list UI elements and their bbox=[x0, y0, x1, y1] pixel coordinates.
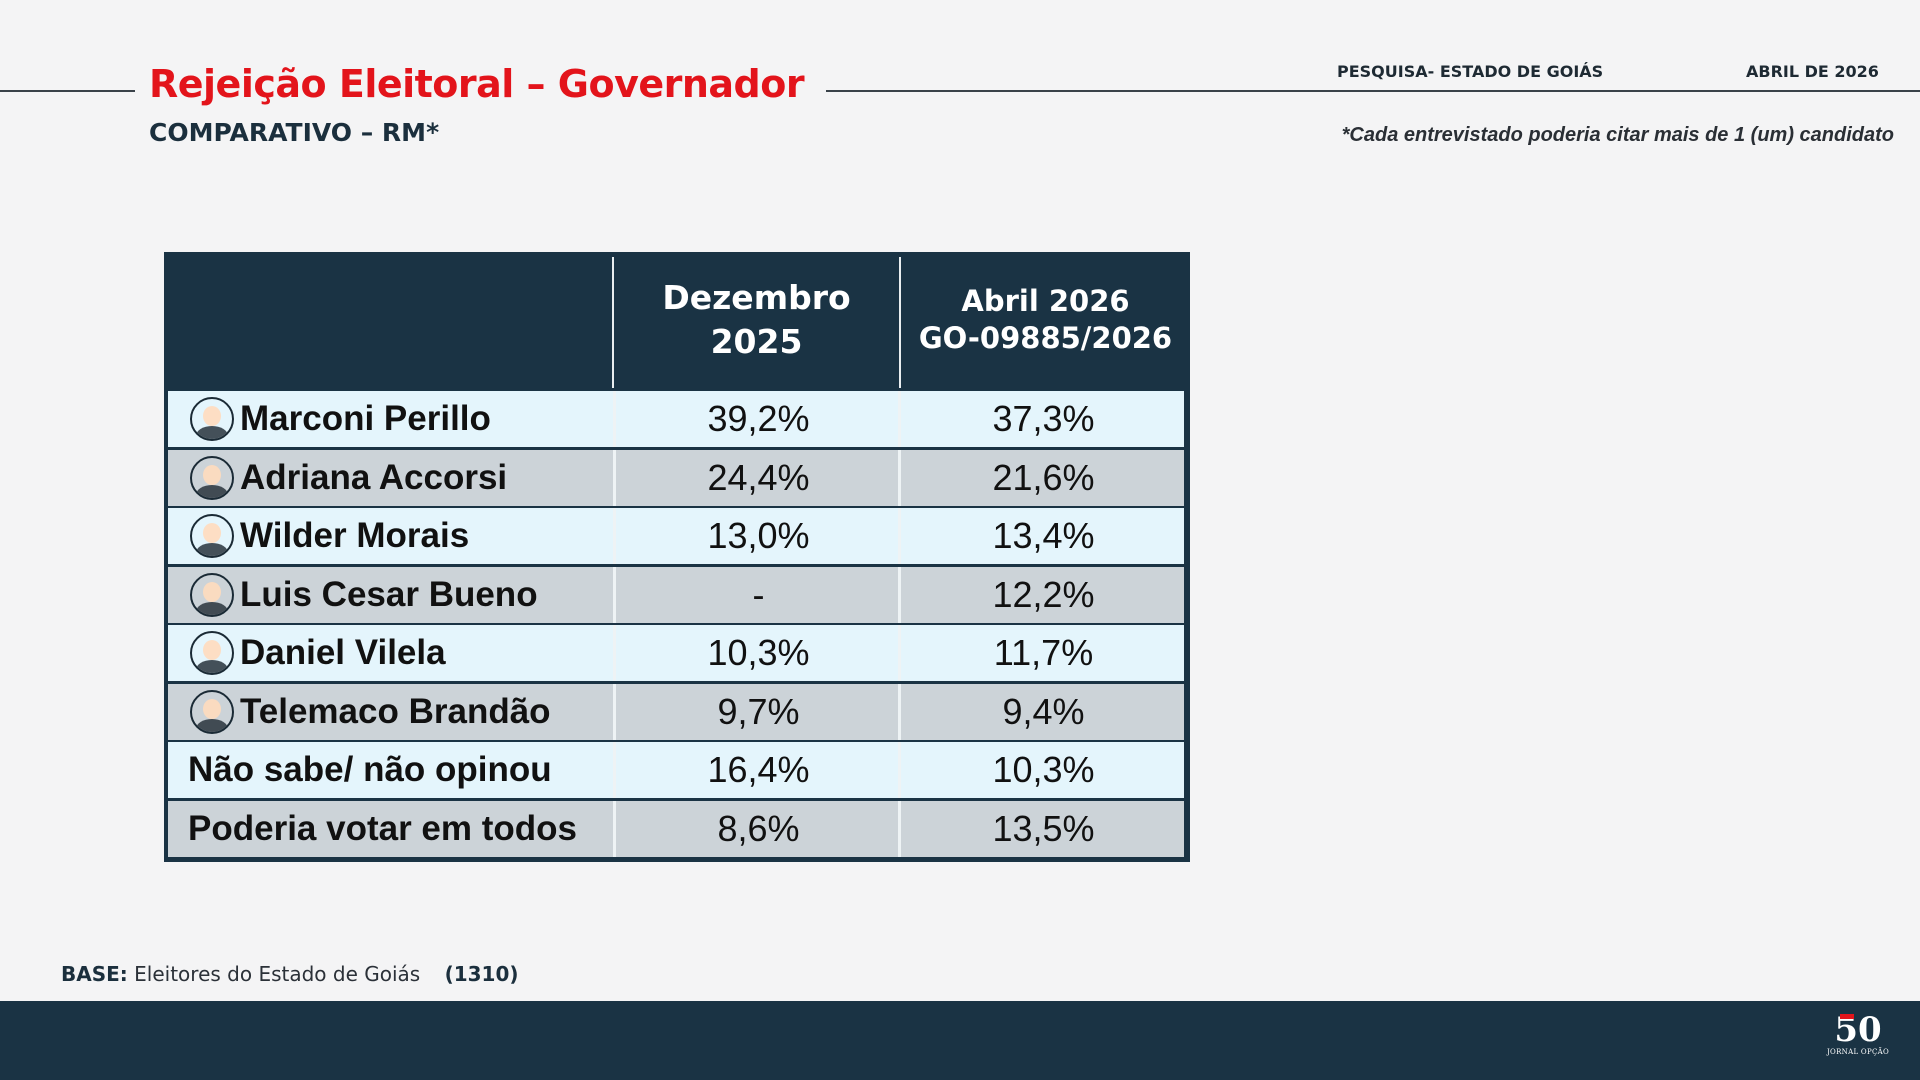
value-abr-2026: 11,7% bbox=[993, 632, 1094, 673]
value-dez-2025: 13,0% bbox=[707, 515, 810, 556]
column-divider bbox=[898, 625, 901, 681]
page-subtitle: COMPARATIVO – RM* bbox=[149, 118, 440, 147]
table-header: Dezembro 2025 Abril 2026 GO-09885/2026 bbox=[164, 252, 1190, 388]
header-rule-right bbox=[826, 90, 1920, 92]
value-abr-2026: 10,3% bbox=[992, 749, 1095, 790]
column-header-line: Abril 2026 bbox=[961, 284, 1130, 318]
row-label: Adriana Accorsi bbox=[240, 457, 508, 497]
column-header-line: GO-09885/2026 bbox=[918, 321, 1173, 355]
column-divider bbox=[898, 449, 901, 506]
row-label: Luis Cesar Bueno bbox=[240, 574, 538, 614]
column-divider bbox=[898, 391, 901, 447]
value-dez-2025: 9,7% bbox=[717, 690, 800, 732]
column-divider bbox=[613, 742, 616, 798]
base-label: BASE: bbox=[61, 962, 128, 986]
row-label: Wilder Morais bbox=[240, 516, 470, 555]
column-divider bbox=[898, 683, 901, 740]
column-divider bbox=[898, 800, 901, 857]
table-row: Poderia votar em todos 8,6% 13,5% bbox=[168, 800, 1184, 857]
row-label-cell: Wilder Morais bbox=[168, 508, 613, 564]
date-label: ABRIL DE 2026 bbox=[1746, 62, 1879, 81]
header-divider bbox=[612, 257, 614, 388]
column-divider bbox=[613, 625, 616, 681]
candidate-photo-icon bbox=[190, 514, 234, 558]
row-label: Marconi Perillo bbox=[240, 399, 491, 438]
row-label-cell: Daniel Vilela bbox=[168, 625, 613, 681]
column-divider bbox=[613, 449, 616, 506]
table-row: Adriana Accorsi 24,4% 21,6% bbox=[168, 449, 1184, 506]
table-row: Wilder Morais 13,0% 13,4% bbox=[168, 508, 1184, 564]
value-dez-2025: - bbox=[752, 573, 765, 615]
table-row: Luis Cesar Bueno - 12,2% bbox=[168, 566, 1184, 623]
value-abr-2026: 13,4% bbox=[992, 515, 1095, 556]
table-row: Marconi Perillo 39,2% 37,3% bbox=[168, 391, 1184, 447]
row-label-cell: Marconi Perillo bbox=[168, 391, 613, 447]
table-row: Daniel Vilela 10,3% 11,7% bbox=[168, 625, 1184, 681]
candidate-photo-icon bbox=[190, 397, 234, 441]
value-abr-2026: 37,3% bbox=[992, 398, 1095, 439]
candidate-photo-icon bbox=[190, 572, 234, 617]
value-abr-2026: 9,4% bbox=[1002, 690, 1085, 732]
row-label-cell: Não sabe/ não opinou bbox=[168, 742, 613, 798]
value-dez-2025: 8,6% bbox=[717, 807, 800, 849]
survey-label: PESQUISA- ESTADO DE GOIÁS bbox=[1337, 62, 1604, 81]
value-dez-2025: 24,4% bbox=[707, 456, 810, 498]
column-divider bbox=[898, 566, 901, 623]
value-dez-2025: 10,3% bbox=[707, 632, 810, 673]
jornal-opcao-logo: 50 JORNAL OPÇÃO bbox=[1826, 1012, 1890, 1068]
logo-number: 50 bbox=[1826, 1012, 1890, 1048]
table-row: Não sabe/ não opinou 16,4% 10,3% bbox=[168, 742, 1184, 798]
row-label: Não sabe/ não opinou bbox=[188, 750, 552, 789]
base-sample-size: (1310) bbox=[444, 962, 519, 986]
column-header-line: Dezembro bbox=[662, 278, 851, 317]
header-divider bbox=[899, 257, 901, 388]
row-label-cell: Adriana Accorsi bbox=[168, 450, 613, 506]
value-dez-2025: 39,2% bbox=[707, 398, 810, 439]
page-title: Rejeição Eleitoral – Governador bbox=[149, 62, 805, 106]
footer-bar bbox=[0, 1001, 1920, 1080]
row-label: Poderia votar em todos bbox=[188, 808, 577, 848]
column-divider bbox=[613, 508, 616, 564]
value-dez-2025: 16,4% bbox=[707, 749, 810, 790]
column-divider bbox=[613, 566, 616, 623]
header-rule-left bbox=[0, 90, 135, 92]
candidate-photo-icon bbox=[190, 631, 234, 675]
footnote: *Cada entrevistado poderia citar mais de… bbox=[1341, 124, 1894, 146]
column-divider bbox=[898, 742, 901, 798]
row-label-cell: Telemaco Brandão bbox=[168, 684, 613, 740]
column-divider bbox=[613, 683, 616, 740]
value-abr-2026: 13,5% bbox=[992, 807, 1095, 849]
row-label-cell: Luis Cesar Bueno bbox=[168, 567, 613, 623]
value-abr-2026: 21,6% bbox=[992, 456, 1095, 498]
column-header-dez-2025: Dezembro 2025 bbox=[614, 252, 899, 388]
row-label-cell: Poderia votar em todos bbox=[168, 801, 613, 857]
comparison-table: Dezembro 2025 Abril 2026 GO-09885/2026 Mar… bbox=[164, 252, 1190, 862]
column-divider bbox=[898, 508, 901, 564]
column-header-abr-2026: Abril 2026 GO-09885/2026 bbox=[901, 252, 1190, 388]
row-label: Telemaco Brandão bbox=[240, 691, 551, 731]
column-header-line: 2025 bbox=[710, 322, 803, 361]
candidate-photo-icon bbox=[190, 689, 234, 734]
sample-base: BASE: Eleitores do Estado de Goiás (1310… bbox=[61, 962, 519, 986]
logo-brand: JORNAL OPÇÃO bbox=[1826, 1048, 1890, 1056]
candidate-photo-icon bbox=[190, 455, 234, 500]
value-abr-2026: 12,2% bbox=[992, 573, 1095, 615]
column-divider bbox=[613, 800, 616, 857]
row-label: Daniel Vilela bbox=[240, 633, 446, 672]
column-divider bbox=[613, 391, 616, 447]
base-text: Eleitores do Estado de Goiás bbox=[134, 962, 421, 986]
table-row: Telemaco Brandão 9,7% 9,4% bbox=[168, 683, 1184, 740]
